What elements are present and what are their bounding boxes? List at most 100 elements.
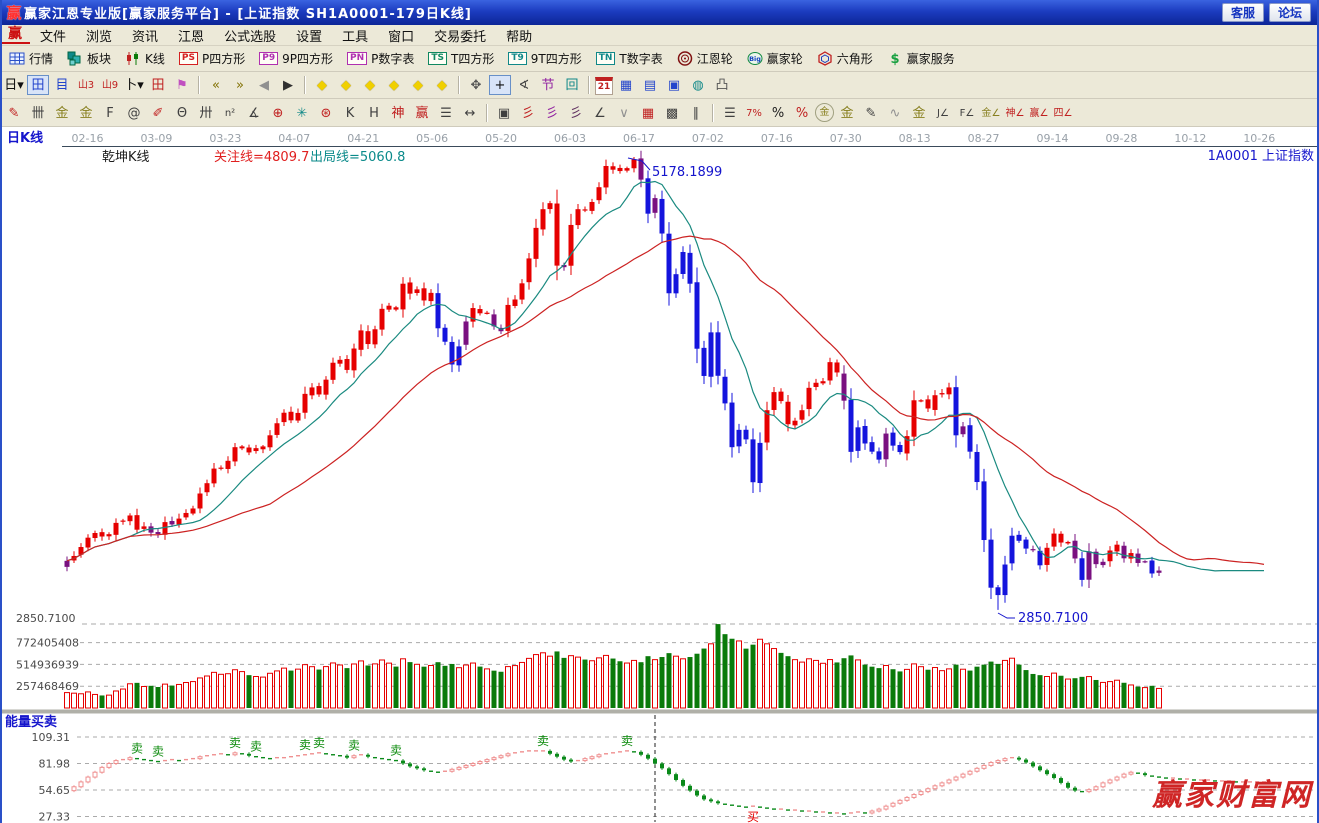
tb2-pan-hand[interactable]: ✥ bbox=[470, 78, 482, 93]
menu-item-6[interactable]: 设置 bbox=[296, 29, 323, 45]
toolbar1-winner-wheel[interactable]: Big 赢家轮 bbox=[740, 48, 810, 70]
tb3-square-numbers[interactable]: n² bbox=[224, 107, 236, 119]
menu-item-5[interactable]: 公式选股 bbox=[224, 29, 277, 45]
customer-service-button[interactable]: 客服 bbox=[1221, 3, 1264, 22]
toolbar1-p-table[interactable]: PN P数字表 bbox=[340, 48, 421, 70]
tb3-gold-angle[interactable]: 金∠ bbox=[981, 107, 1001, 119]
tb2-gann-nav-right[interactable]: ◆ bbox=[341, 78, 351, 93]
tb2-first-page[interactable]: « bbox=[212, 78, 220, 93]
tb3-gold-circle[interactable]: 金 bbox=[815, 103, 834, 122]
tb3-ying-tool[interactable]: 赢 bbox=[415, 105, 429, 121]
forum-button[interactable]: 论坛 bbox=[1268, 3, 1311, 22]
tb3-four-angle[interactable]: 四∠ bbox=[1053, 107, 1073, 119]
tb3-fan-purple[interactable]: 彡 bbox=[545, 105, 559, 121]
tb3-f-angle[interactable]: F∠ bbox=[959, 107, 975, 119]
tb3-target-circle[interactable]: ⊕ bbox=[272, 105, 284, 121]
tb3-star-web[interactable]: ✳ bbox=[296, 105, 308, 121]
tb3-time-spiral[interactable]: Θ bbox=[176, 105, 188, 121]
toolbar1-kline[interactable]: K线 bbox=[118, 48, 172, 70]
tb3-percent-line[interactable]: % bbox=[795, 105, 809, 121]
tb2-calculator[interactable]: ▦ bbox=[619, 78, 633, 93]
tb3-grid-red[interactable]: ▦ bbox=[641, 105, 655, 121]
menu-item-7[interactable]: 工具 bbox=[342, 29, 369, 45]
tb2-flag-chart[interactable]: ⚑ bbox=[176, 78, 188, 93]
toolbar1-sectors[interactable]: 板块 bbox=[60, 48, 118, 70]
menu-item-2[interactable]: 浏览 bbox=[86, 29, 113, 45]
tb3-shen-angle[interactable]: 神∠ bbox=[1005, 107, 1025, 119]
tb3-draw-pen[interactable]: ✎ bbox=[8, 105, 20, 121]
tb3-fan-red[interactable]: 彡 bbox=[521, 105, 535, 121]
toolbar1-winner-service[interactable]: $ 赢家服务 bbox=[880, 48, 962, 70]
toolbar1-p-square[interactable]: PS P四方形 bbox=[172, 48, 252, 70]
tb2-kline-style[interactable]: 日▾ bbox=[4, 78, 24, 93]
menu-item-1[interactable]: 文件 bbox=[40, 29, 67, 45]
toolbar1-9t-square[interactable]: T9 9T四方形 bbox=[501, 48, 588, 70]
toolbar1-quotes[interactable]: 行情 bbox=[2, 48, 60, 70]
tb3-spiral[interactable]: @ bbox=[127, 105, 141, 121]
tb3-gold-divider-2[interactable]: 金 bbox=[79, 105, 93, 121]
tb2-festival-tool[interactable]: 节 bbox=[541, 78, 555, 93]
tb3-time-divider[interactable]: 卅 bbox=[199, 105, 213, 121]
tab-daily-kline[interactable]: 日K线 bbox=[7, 130, 43, 146]
tb2-save[interactable]: ▣ bbox=[667, 78, 681, 93]
menu-item-4[interactable]: 江恩 bbox=[178, 29, 205, 45]
tb2-next-bar[interactable]: ▶ bbox=[283, 78, 293, 93]
tb2-crosshair[interactable]: + bbox=[489, 75, 511, 95]
tb2-gann-nav-cross[interactable]: ◆ bbox=[365, 78, 375, 93]
tb3-ruler-123[interactable]: ☰ bbox=[440, 105, 452, 121]
tb2-bars-3[interactable]: 山3 bbox=[77, 80, 95, 91]
tb2-web-link[interactable]: ◍ bbox=[692, 78, 704, 93]
tb3-box-tool[interactable]: ▣ bbox=[497, 105, 511, 121]
toolbar1-hexagon[interactable]: 六角形 bbox=[810, 48, 880, 70]
tb2-candle-tool[interactable]: 卜▾ bbox=[124, 78, 144, 93]
tb3-wave-tool[interactable]: ∿ bbox=[889, 105, 901, 121]
tb3-measure-arrows[interactable]: ↔ bbox=[464, 105, 476, 121]
tb3-gold-bars[interactable]: 金 bbox=[840, 105, 854, 121]
menu-item-9[interactable]: 交易委托 bbox=[434, 29, 487, 45]
menu-item-10[interactable]: 帮助 bbox=[506, 29, 533, 45]
toolbar1-t-table[interactable]: TN T数字表 bbox=[589, 48, 670, 70]
tb2-calendar[interactable]: 21 bbox=[595, 76, 613, 95]
tb3-wave-v[interactable]: ∨ bbox=[619, 105, 629, 121]
toolbar1-9p-square[interactable]: P9 9P四方形 bbox=[252, 48, 340, 70]
tb2-bars-9[interactable]: 山9 bbox=[101, 80, 119, 91]
tb3-ying-angle[interactable]: 赢∠ bbox=[1029, 107, 1049, 119]
tb3-pen-2[interactable]: ✐ bbox=[152, 105, 164, 121]
tb3-h-pattern[interactable]: H bbox=[369, 105, 379, 121]
menu-item-8[interactable]: 窗口 bbox=[388, 29, 415, 45]
tb3-k-pattern[interactable]: K bbox=[345, 105, 355, 121]
tb3-shen-tool[interactable]: 神 bbox=[391, 105, 405, 121]
tb3-percent-7[interactable]: 7% bbox=[746, 107, 762, 119]
tb3-grid-box[interactable]: ▩ bbox=[665, 105, 679, 121]
tb3-fib-divider[interactable]: F bbox=[106, 105, 114, 121]
menu-item-3[interactable]: 资讯 bbox=[132, 29, 159, 45]
tb3-angle-ruler[interactable]: ∡ bbox=[248, 105, 260, 121]
tb3-fan-dark[interactable]: 彡 bbox=[569, 105, 583, 121]
tb2-angle-measure[interactable]: ∢ bbox=[518, 78, 530, 93]
pane-splitter[interactable] bbox=[2, 709, 1317, 714]
toolbar1-t-square[interactable]: TS T四方形 bbox=[421, 48, 501, 70]
chart-canvas[interactable]: 02-16 03-09 03-23 04-07 04-21 05-06 05-20 06-03… bbox=[2, 127, 1317, 823]
tb3-web-box[interactable]: ⊛ bbox=[320, 105, 332, 121]
tb2-gann-nav-plus[interactable]: ◆ bbox=[389, 78, 399, 93]
tb3-gold-divider-1[interactable]: 金 bbox=[55, 105, 69, 121]
toolbar1-gann-wheel[interactable]: 江恩轮 bbox=[670, 48, 740, 70]
tb3-mark-pen[interactable]: ✎ bbox=[865, 105, 877, 121]
tb3-j-angle[interactable]: J∠ bbox=[937, 107, 949, 119]
tb2-gann-nav-vertical[interactable]: ◆ bbox=[437, 78, 447, 93]
tb3-parallel-lines[interactable]: ∥ bbox=[692, 105, 700, 121]
tb3-gold-line[interactable]: 金 bbox=[912, 105, 926, 121]
tb3-price-ruler[interactable]: ☰ bbox=[724, 105, 736, 121]
tb3-percent[interactable]: % bbox=[771, 105, 785, 121]
tb2-info-note[interactable]: 目 bbox=[55, 78, 69, 93]
tb2-report[interactable]: ▤ bbox=[643, 78, 657, 93]
tb2-print[interactable]: 凸 bbox=[715, 78, 729, 93]
tb3-angle-lines[interactable]: ∠ bbox=[594, 105, 606, 121]
tb3-grid-divider[interactable]: 卌 bbox=[31, 105, 45, 121]
tb2-gann-nav-left[interactable]: ◆ bbox=[317, 78, 327, 93]
tb2-window-grid[interactable]: 田 bbox=[27, 75, 49, 95]
tb2-cycle-tool[interactable]: 回 bbox=[565, 78, 579, 93]
tb2-window-red[interactable]: 田 bbox=[151, 78, 165, 93]
tb2-gann-nav-horizontal[interactable]: ◆ bbox=[413, 78, 423, 93]
tb2-prev-bar[interactable]: ◀ bbox=[259, 78, 269, 93]
